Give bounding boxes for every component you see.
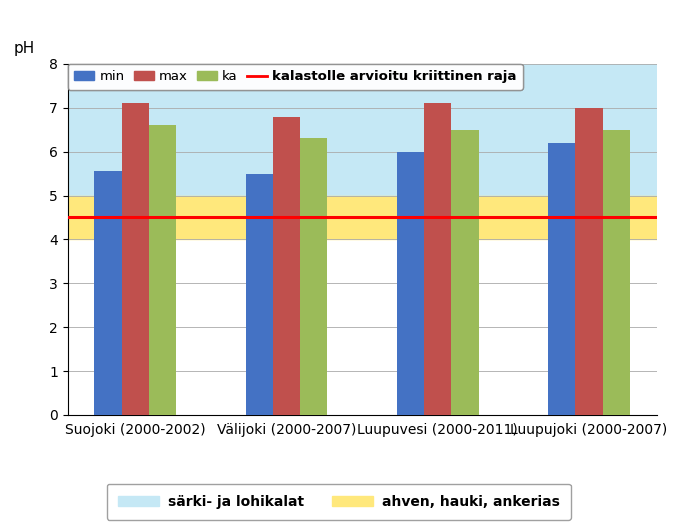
Bar [424, 103, 452, 415]
Bar [273, 117, 300, 415]
Bar [149, 126, 176, 415]
Bar [122, 103, 149, 415]
Bar [95, 171, 122, 415]
Bar [397, 152, 424, 415]
Bar [548, 143, 575, 415]
Bar [452, 130, 479, 415]
Bar [68, 196, 657, 239]
Bar [246, 173, 273, 415]
Bar [575, 107, 603, 415]
Bar [68, 64, 657, 196]
Bar [603, 130, 630, 415]
Legend: min, max, ka, kalastolle arvioitu kriittinen raja: min, max, ka, kalastolle arvioitu kriitt… [68, 64, 523, 90]
Text: pH: pH [14, 41, 35, 56]
Bar [300, 138, 328, 415]
Legend: särki- ja lohikalat, ahven, hauki, ankerias: särki- ja lohikalat, ahven, hauki, anker… [106, 484, 571, 520]
